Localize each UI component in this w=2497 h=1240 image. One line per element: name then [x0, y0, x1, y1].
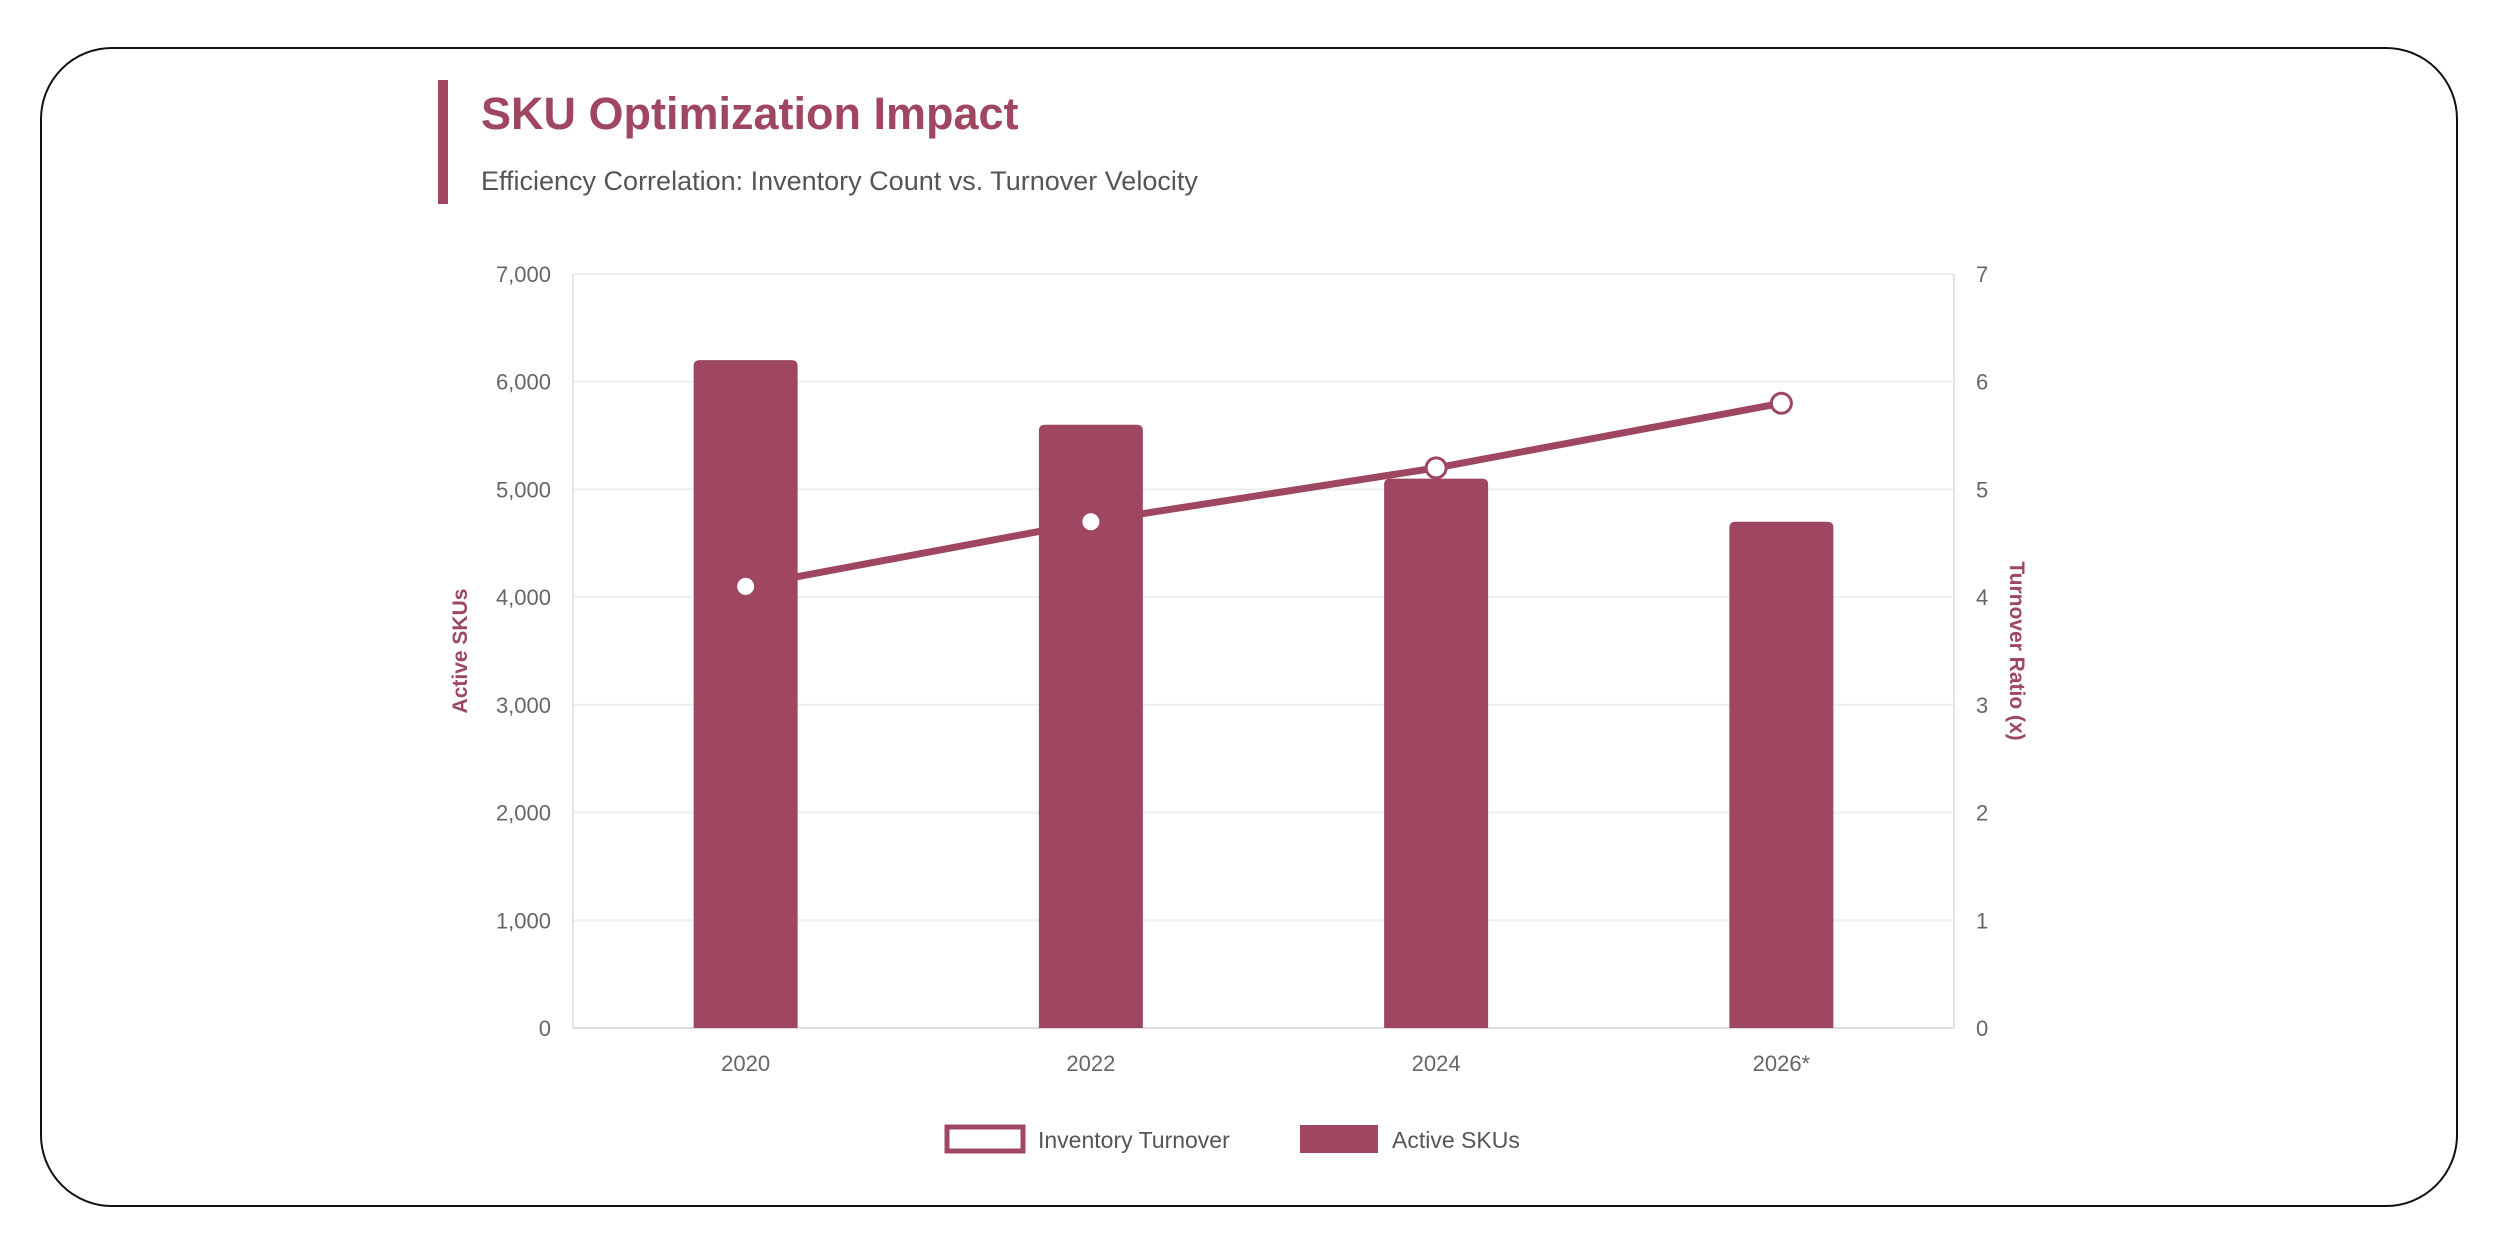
y-left-tick-label: 3,000	[496, 693, 551, 718]
y-left-tick-label: 2,000	[496, 801, 551, 826]
y-right-tick-label: 0	[1976, 1016, 1988, 1041]
y-left-tick-label: 4,000	[496, 585, 551, 610]
turnover-point-2020[interactable]	[734, 574, 758, 598]
turnover-point-2024[interactable]	[1424, 456, 1448, 480]
y-right-tick-label: 7	[1976, 262, 1988, 287]
y-left-axis-label: Active SKUs	[449, 589, 472, 714]
y-right-tick-label: 2	[1976, 801, 1988, 826]
title-accent-bar	[438, 80, 448, 204]
chart-title: SKU Optimization Impact	[481, 88, 1019, 139]
legend-label-active-skus[interactable]: Active SKUs	[1392, 1127, 1520, 1153]
x-tick-label: 2022	[1066, 1051, 1115, 1076]
chart-subtitle: Efficiency Correlation: Inventory Count …	[481, 166, 1198, 196]
legend-swatch-active-skus	[1300, 1125, 1378, 1153]
turnover-point-2022[interactable]	[1079, 510, 1103, 534]
bar-active-skus-2026*[interactable]	[1729, 521, 1834, 1028]
legend-swatch-inventory-turnover	[944, 1124, 1026, 1154]
y-left-tick-label: 6,000	[496, 370, 551, 395]
chart-card	[40, 47, 2458, 1207]
y-right-tick-label: 5	[1976, 477, 1988, 502]
x-tick-label: 2026*	[1753, 1051, 1811, 1076]
y-right-tick-label: 4	[1976, 585, 1988, 610]
y-right-axis-label: Turnover Ratio (x)	[2005, 561, 2028, 740]
turnover-point-2026*[interactable]	[1769, 391, 1793, 415]
bar-active-skus-2024[interactable]	[1384, 478, 1489, 1029]
y-right-tick-label: 3	[1976, 693, 1988, 718]
y-left-tick-label: 0	[539, 1016, 551, 1041]
turnover-line	[744, 399, 1783, 590]
bar-active-skus-2020[interactable]	[693, 360, 798, 1029]
y-left-tick-label: 7,000	[496, 262, 551, 287]
y-left-tick-label: 5,000	[496, 477, 551, 502]
legend-label-inventory-turnover[interactable]: Inventory Turnover	[1038, 1127, 1230, 1153]
x-tick-label: 2024	[1412, 1051, 1461, 1076]
bar-active-skus-2022[interactable]	[1038, 424, 1143, 1028]
x-tick-label: 2020	[721, 1051, 770, 1076]
y-right-tick-label: 6	[1976, 370, 1988, 395]
y-right-tick-label: 1	[1976, 908, 1988, 933]
y-left-tick-label: 1,000	[496, 908, 551, 933]
